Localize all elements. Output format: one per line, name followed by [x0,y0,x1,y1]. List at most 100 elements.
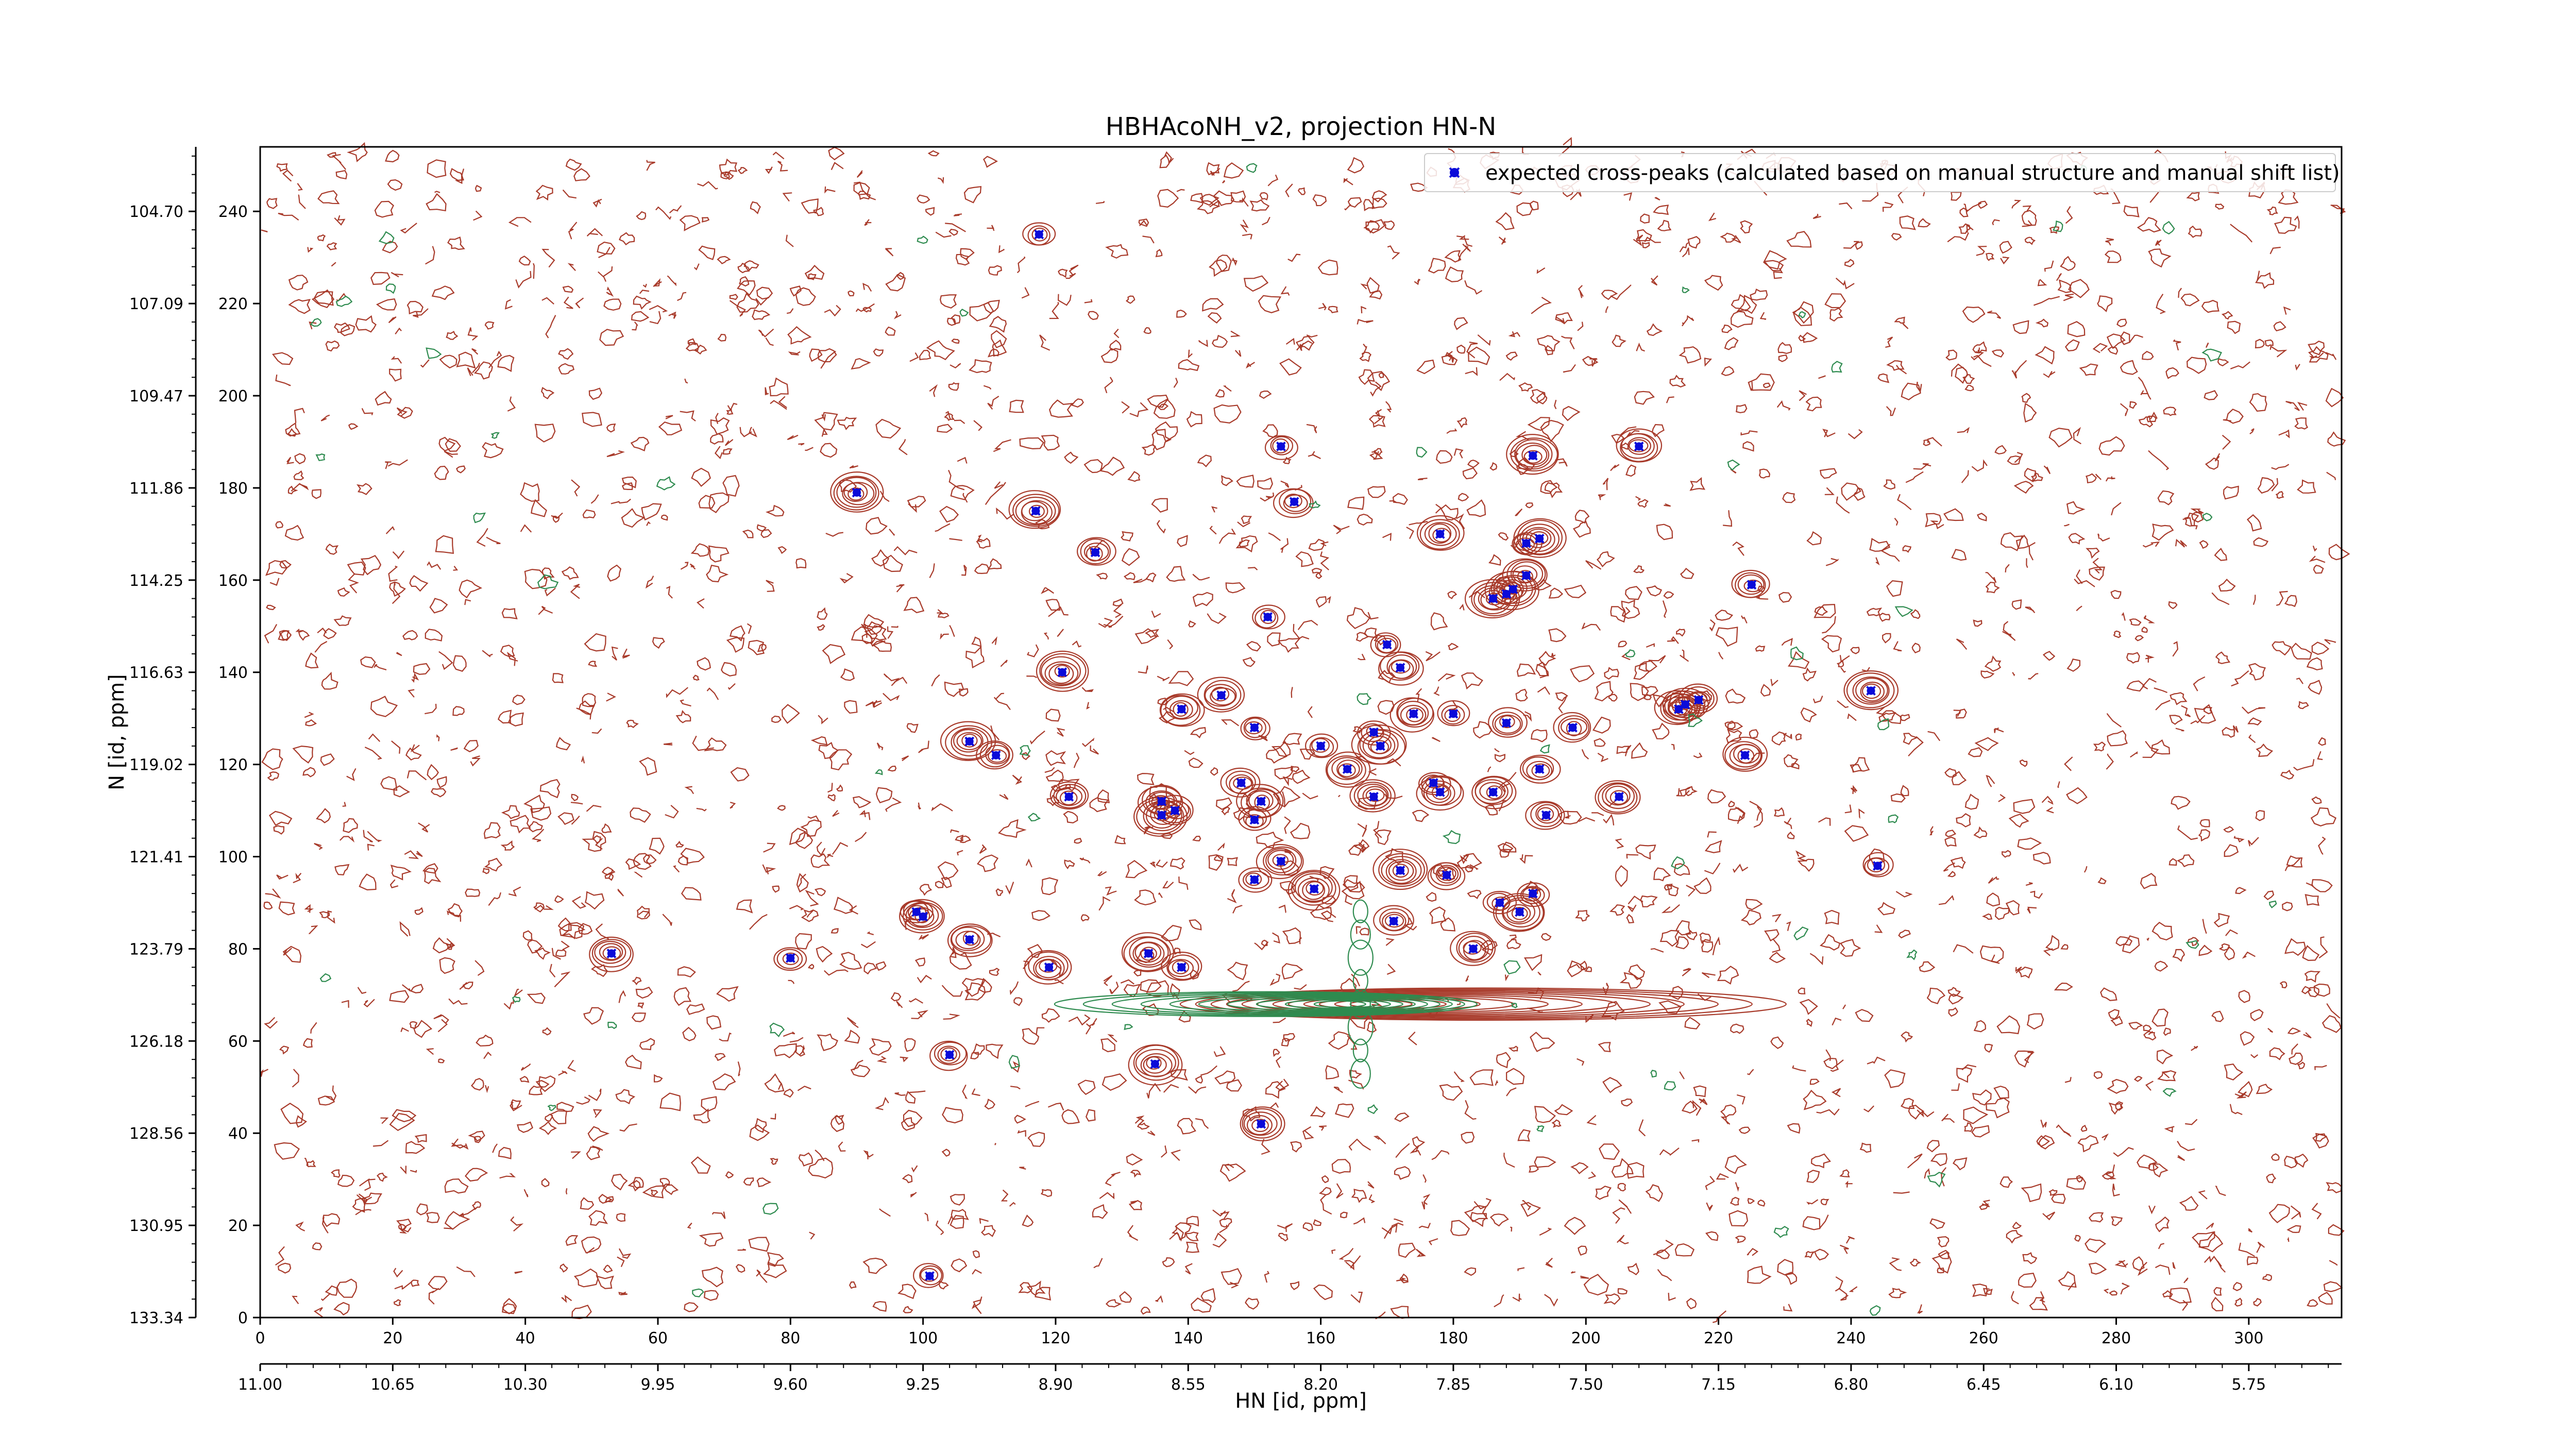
contour-line [1908,736,1924,757]
contour-line [770,1113,776,1120]
contour-line [1595,1185,1612,1200]
contour-line [2162,1088,2177,1097]
contour-line [1214,1070,1236,1085]
contour-line [1704,863,1721,874]
contour-line [898,439,908,455]
contour-line [1998,794,2006,802]
peak-contour [1150,804,1176,825]
contour-line [1279,358,1302,376]
x-tick-label: 260 [1969,1329,1998,1347]
contour-line [1107,1034,1117,1042]
peak-contour [953,729,984,753]
contour-line [1656,524,1673,541]
contour-line [1986,892,2001,907]
contour-line [2264,339,2274,347]
contour-line [1120,979,1134,985]
contour-line [2024,467,2037,482]
peak-contour [1008,490,1061,529]
contour-line [1445,351,1453,361]
contour-line [863,1150,874,1159]
contour-line [1740,909,1761,925]
contour-line [1634,391,1655,405]
peak-contour [1080,538,1111,565]
cross-peak-point [1369,791,1379,802]
cross-peak-point [944,1050,955,1060]
contour-line [795,287,816,306]
cross-peak-point [964,736,975,747]
contour-line [1984,655,2002,672]
contour-line [539,779,561,799]
contour-line [1651,275,1658,286]
contour-line [1848,429,1863,440]
contour-line [2021,210,2037,226]
peak-contour [1499,715,1515,729]
contour-line [1973,1020,1986,1033]
contour-line [1598,1042,1611,1053]
contour-line [2108,1009,2120,1020]
contour-line [586,805,602,812]
x-tick-label: 140 [1174,1329,1203,1347]
cross-peak-point [1382,639,1392,650]
contour-line [816,946,833,963]
contour-line [1608,694,1618,702]
contour-line [1001,1189,1009,1202]
contour-line [948,228,959,236]
contour-line [722,448,733,455]
contour-line [831,162,844,171]
contour-line [1226,1079,1242,1092]
contour-line [1505,1068,1525,1085]
contour-line [382,241,398,254]
contour-line [2294,417,2309,430]
contour-line [1213,404,1242,424]
contour-line [2190,715,2206,724]
contour-line [2083,866,2088,873]
contour-line [1453,448,1464,459]
y-ppm-tick-label: 121.41 [129,849,183,867]
contour-line [425,703,437,715]
contour-line [2007,455,2022,465]
contour-line [824,305,841,317]
contour-line [2098,436,2125,456]
contour-line [1617,1288,1628,1295]
contour-line [1646,585,1663,597]
contour-line [852,796,872,808]
contour-line [1991,349,2005,358]
contour-line [287,485,298,495]
contour-line [295,629,303,632]
contour-line [396,1218,412,1232]
peak-contour [913,1263,944,1288]
contour-line [1877,902,1895,916]
contour-line [2057,279,2072,293]
contour-line [1784,1272,1798,1285]
contour-line [1924,1168,1930,1179]
contour-line [1348,1138,1371,1151]
contour-line [562,189,577,199]
contour-line [1134,889,1157,906]
contour-line [264,1017,278,1029]
contour-line [2042,651,2056,661]
peak-contour [1686,691,1711,710]
contour-line [2311,1203,2322,1220]
contour-line [2107,346,2119,355]
contour-line [334,215,346,226]
contour-line [2035,318,2049,328]
contour-line [325,1285,338,1296]
contour-line [555,949,567,957]
chart-legend[interactable]: expected cross-peaks (calculated based o… [1424,153,2340,192]
contour-line [588,1210,608,1226]
contour-line [1272,932,1280,944]
contour-line [500,840,515,851]
contour-line [1633,234,1643,247]
contour-line [636,211,647,221]
contour-line [285,422,301,437]
contour-line [473,512,486,524]
contour-line [1705,1231,1719,1241]
contour-line [470,1077,484,1091]
contour-line [520,1063,531,1071]
contour-line [601,866,616,875]
contour-line [1058,268,1068,278]
x-ppm-tick-label: 9.25 [906,1376,940,1394]
contour-line [2238,1081,2253,1098]
contour-line [810,853,831,868]
contour-line [1919,961,1936,972]
